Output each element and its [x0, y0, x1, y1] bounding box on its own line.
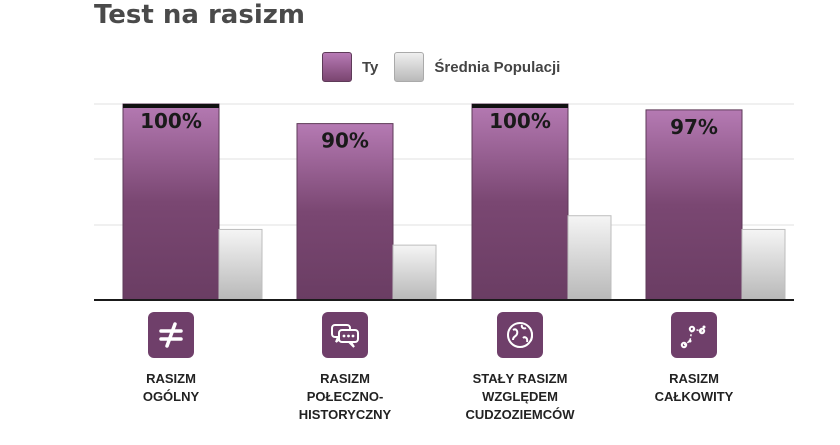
bar-cap [123, 104, 219, 108]
chat-bubbles-icon[interactable] [322, 312, 368, 358]
scatter-trend-icon[interactable] [671, 312, 717, 358]
bar-population[interactable] [741, 228, 786, 301]
globe-icon[interactable] [497, 312, 543, 358]
bar-population[interactable] [392, 244, 437, 301]
category-label: STAŁY RASIZM WZGLĘDEM CUDZOZIEMCÓW [465, 371, 575, 422]
bar-you[interactable] [122, 103, 220, 301]
data-label: 90% [321, 129, 369, 153]
category-label: RASIZM POŁECZNO- HISTORYCZNY [298, 371, 392, 422]
legend: Ty Średnia Populacji [322, 52, 576, 82]
bar-you[interactable] [645, 109, 743, 301]
legend-label-you: Ty [362, 58, 379, 76]
bar-chart: 100% 90% 100% 97% [94, 103, 794, 301]
not-equal-icon[interactable] [148, 312, 194, 358]
data-label: 97% [670, 115, 718, 139]
category-label: RASIZM OGÓLNY [142, 371, 200, 404]
legend-item-you[interactable]: Ty [322, 52, 378, 82]
bar-cap [472, 104, 568, 108]
legend-swatch-population [394, 52, 425, 82]
category-general: RASIZM OGÓLNY [96, 312, 246, 406]
bar-population[interactable] [218, 228, 263, 301]
legend-item-population[interactable]: Średnia Populacji [394, 52, 560, 82]
data-label: 100% [140, 109, 202, 133]
bar-you[interactable] [471, 103, 569, 301]
bar-population[interactable] [567, 215, 612, 301]
bars: 100% 90% 100% 97% [122, 103, 786, 301]
bar-you[interactable] [296, 123, 394, 301]
data-label: 100% [489, 109, 551, 133]
category-total: RASIZM CAŁKOWITY [619, 312, 769, 406]
category-label: RASIZM CAŁKOWITY [654, 371, 734, 404]
category-socio-historical: RASIZM POŁECZNO- HISTORYCZNY [270, 312, 420, 424]
legend-swatch-you [322, 52, 352, 82]
legend-label-population: Średnia Populacji [434, 58, 561, 76]
page-title: Test na rasizm [94, 0, 305, 30]
category-foreigners: STAŁY RASIZM WZGLĘDEM CUDZOZIEMCÓW [445, 312, 595, 424]
